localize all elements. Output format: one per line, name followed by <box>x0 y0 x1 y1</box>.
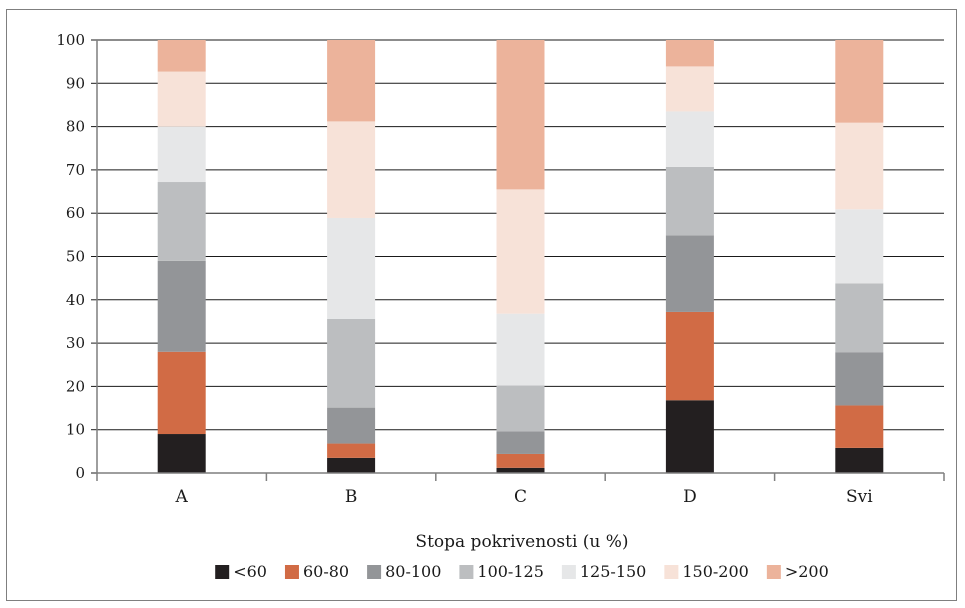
legend-item: >200 <box>766 562 829 581</box>
y-axis-ticks: 0 10 20 30 40 50 60 70 80 90 100 <box>56 31 97 482</box>
bar-segment <box>157 126 206 183</box>
bar-segment <box>157 40 206 72</box>
legend-label: >200 <box>785 562 829 581</box>
bar-segment <box>157 351 206 435</box>
legend-label: 125-150 <box>580 562 646 581</box>
legend-label: 60-80 <box>303 562 349 581</box>
bar-segment <box>157 71 206 127</box>
legend-item: 125-150 <box>561 562 646 581</box>
bars <box>157 40 884 473</box>
bar-segment <box>665 311 714 401</box>
legend-item: 60-80 <box>284 562 349 581</box>
legend-swatch <box>215 565 230 579</box>
y-tick-label: 30 <box>66 334 85 352</box>
bar-segment <box>157 182 206 261</box>
y-tick-label: 70 <box>66 161 85 179</box>
legend-swatch <box>367 565 382 579</box>
legend-label: 80-100 <box>385 562 441 581</box>
bar-segment <box>327 407 376 444</box>
bar-segment <box>665 400 714 473</box>
bar-segment <box>327 457 376 473</box>
bar-segment <box>327 217 376 319</box>
y-tick-label: 60 <box>66 204 85 222</box>
bar-segment <box>327 318 376 408</box>
bar-segment <box>157 434 206 473</box>
y-tick-label: 50 <box>66 248 85 266</box>
y-tick-label: 0 <box>75 464 85 482</box>
bar-segment <box>665 235 714 312</box>
bar-segment <box>665 66 714 112</box>
bar-segment <box>835 209 884 284</box>
bar-segment <box>835 405 884 448</box>
y-tick-label: 80 <box>66 118 85 136</box>
legend: <60 60-80 80-100 100-125 125-150 150-200 >200 <box>215 562 829 581</box>
bar-segment <box>496 40 545 190</box>
legend-label: <60 <box>233 562 267 581</box>
legend-item: <60 <box>215 562 267 581</box>
legend-item: 150-200 <box>664 562 749 581</box>
bar-segment <box>496 313 545 386</box>
legend-swatch <box>766 565 781 579</box>
bar-segment <box>835 40 884 123</box>
legend-item: 80-100 <box>367 562 441 581</box>
bar-segment <box>665 166 714 236</box>
x-tick-label: Svi <box>846 487 873 507</box>
legend-swatch <box>664 565 679 579</box>
bar-segment <box>496 467 545 473</box>
y-tick-label: 40 <box>66 291 85 309</box>
legend-swatch <box>284 565 299 579</box>
legend-label: 100-125 <box>477 562 543 581</box>
x-axis-label: Stopa pokrivenosti (u %) <box>415 532 628 552</box>
x-axis: A B C D Svi <box>96 40 945 507</box>
bar-segment <box>496 453 545 468</box>
legend-item: 100-125 <box>459 562 544 581</box>
y-tick-label: 10 <box>66 421 85 439</box>
bar-segment <box>496 431 545 454</box>
bar-segment <box>327 121 376 218</box>
bar-segment <box>665 111 714 167</box>
bar-segment <box>835 352 884 406</box>
bar-segment <box>835 283 884 353</box>
bar-segment <box>496 189 545 314</box>
bar-segment <box>496 385 545 432</box>
y-tick-label: 90 <box>66 74 85 92</box>
x-tick-label: B <box>345 487 358 507</box>
bar-segment <box>157 260 206 352</box>
legend-swatch <box>561 565 576 579</box>
bar-segment <box>835 122 884 210</box>
x-tick-label: D <box>683 487 697 507</box>
bar-segment <box>665 40 714 67</box>
bar-segment <box>835 447 884 473</box>
x-tick-label: C <box>514 487 527 507</box>
y-tick-label: 100 <box>56 31 85 49</box>
x-tick-label: A <box>175 487 189 507</box>
legend-swatch <box>459 565 474 579</box>
bar-segment <box>327 443 376 458</box>
bar-segment <box>327 40 376 122</box>
legend-label: 150-200 <box>682 562 748 581</box>
y-tick-label: 20 <box>66 377 85 395</box>
